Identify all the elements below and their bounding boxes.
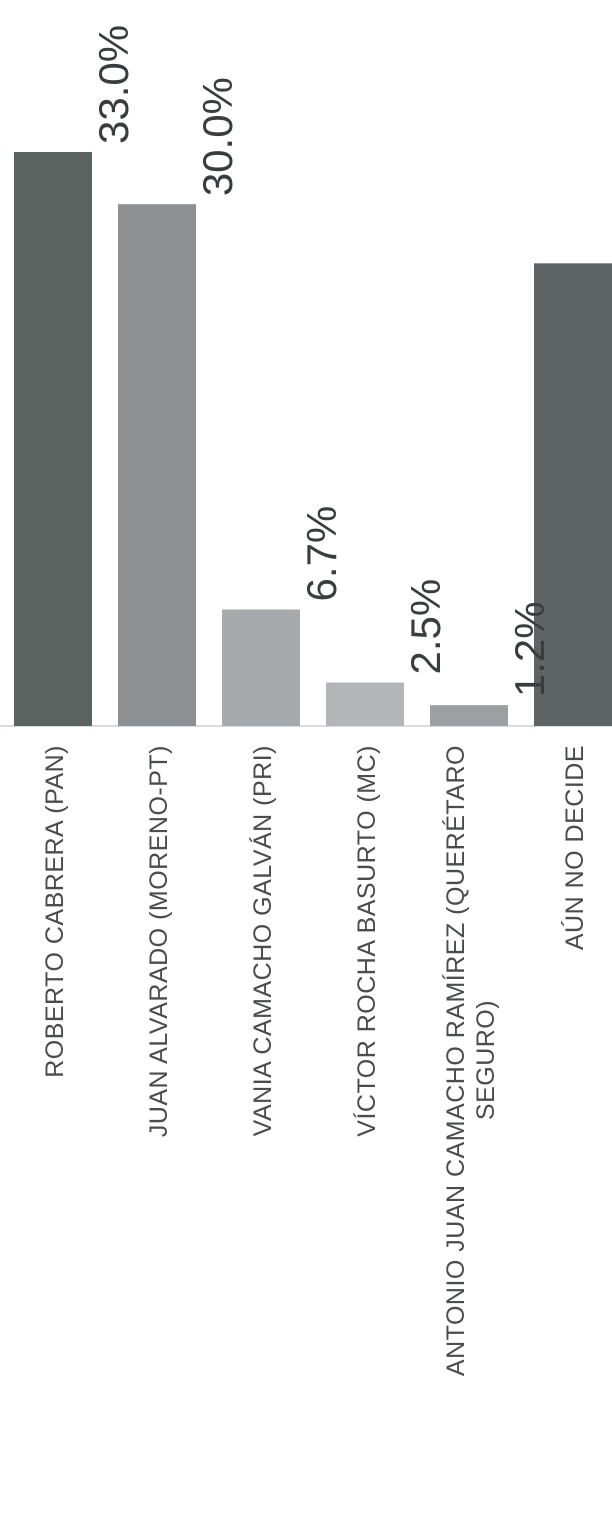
value-label-2: 6.7% <box>298 506 345 602</box>
bar-5 <box>534 263 612 726</box>
value-label-0: 33.0% <box>90 25 137 144</box>
bar-4 <box>430 705 508 726</box>
category-label-2: VANIA CAMACHO GALVÁN (PRI) <box>248 745 277 1136</box>
value-label-1: 30.0% <box>194 77 241 196</box>
bar-0 <box>14 152 92 726</box>
bar-2 <box>222 609 300 726</box>
bars-group <box>14 152 612 726</box>
category-labels-group: ROBERTO CABRERA (PAN) JUAN ALVARADO (MORE… <box>41 745 589 1376</box>
category-label-3: VÍCTOR ROCHA BASURTO (MC) <box>352 745 381 1137</box>
bar-3 <box>326 682 404 726</box>
value-label-4: 1.2% <box>506 601 553 697</box>
category-label-1: JUAN ALVARADO (MORENO-PT) <box>145 745 173 1137</box>
value-label-3: 2.5% <box>402 579 449 675</box>
bar-1 <box>118 204 196 726</box>
category-label-5: AÚN NO DECIDE <box>560 745 589 950</box>
category-label-4-line-0: ANTONIO JUAN CAMACHO RAMÍREZ (QUERÉTARO <box>441 745 470 1376</box>
value-labels-group: 33.0% 30.0% 6.7% 2.5% 1.2% 26.6% <box>90 25 612 697</box>
category-label-4-line-1: SEGURO) <box>472 1000 500 1120</box>
category-label-0: ROBERTO CABRERA (PAN) <box>41 745 69 1078</box>
value-label-5: 26.6% <box>610 136 612 255</box>
